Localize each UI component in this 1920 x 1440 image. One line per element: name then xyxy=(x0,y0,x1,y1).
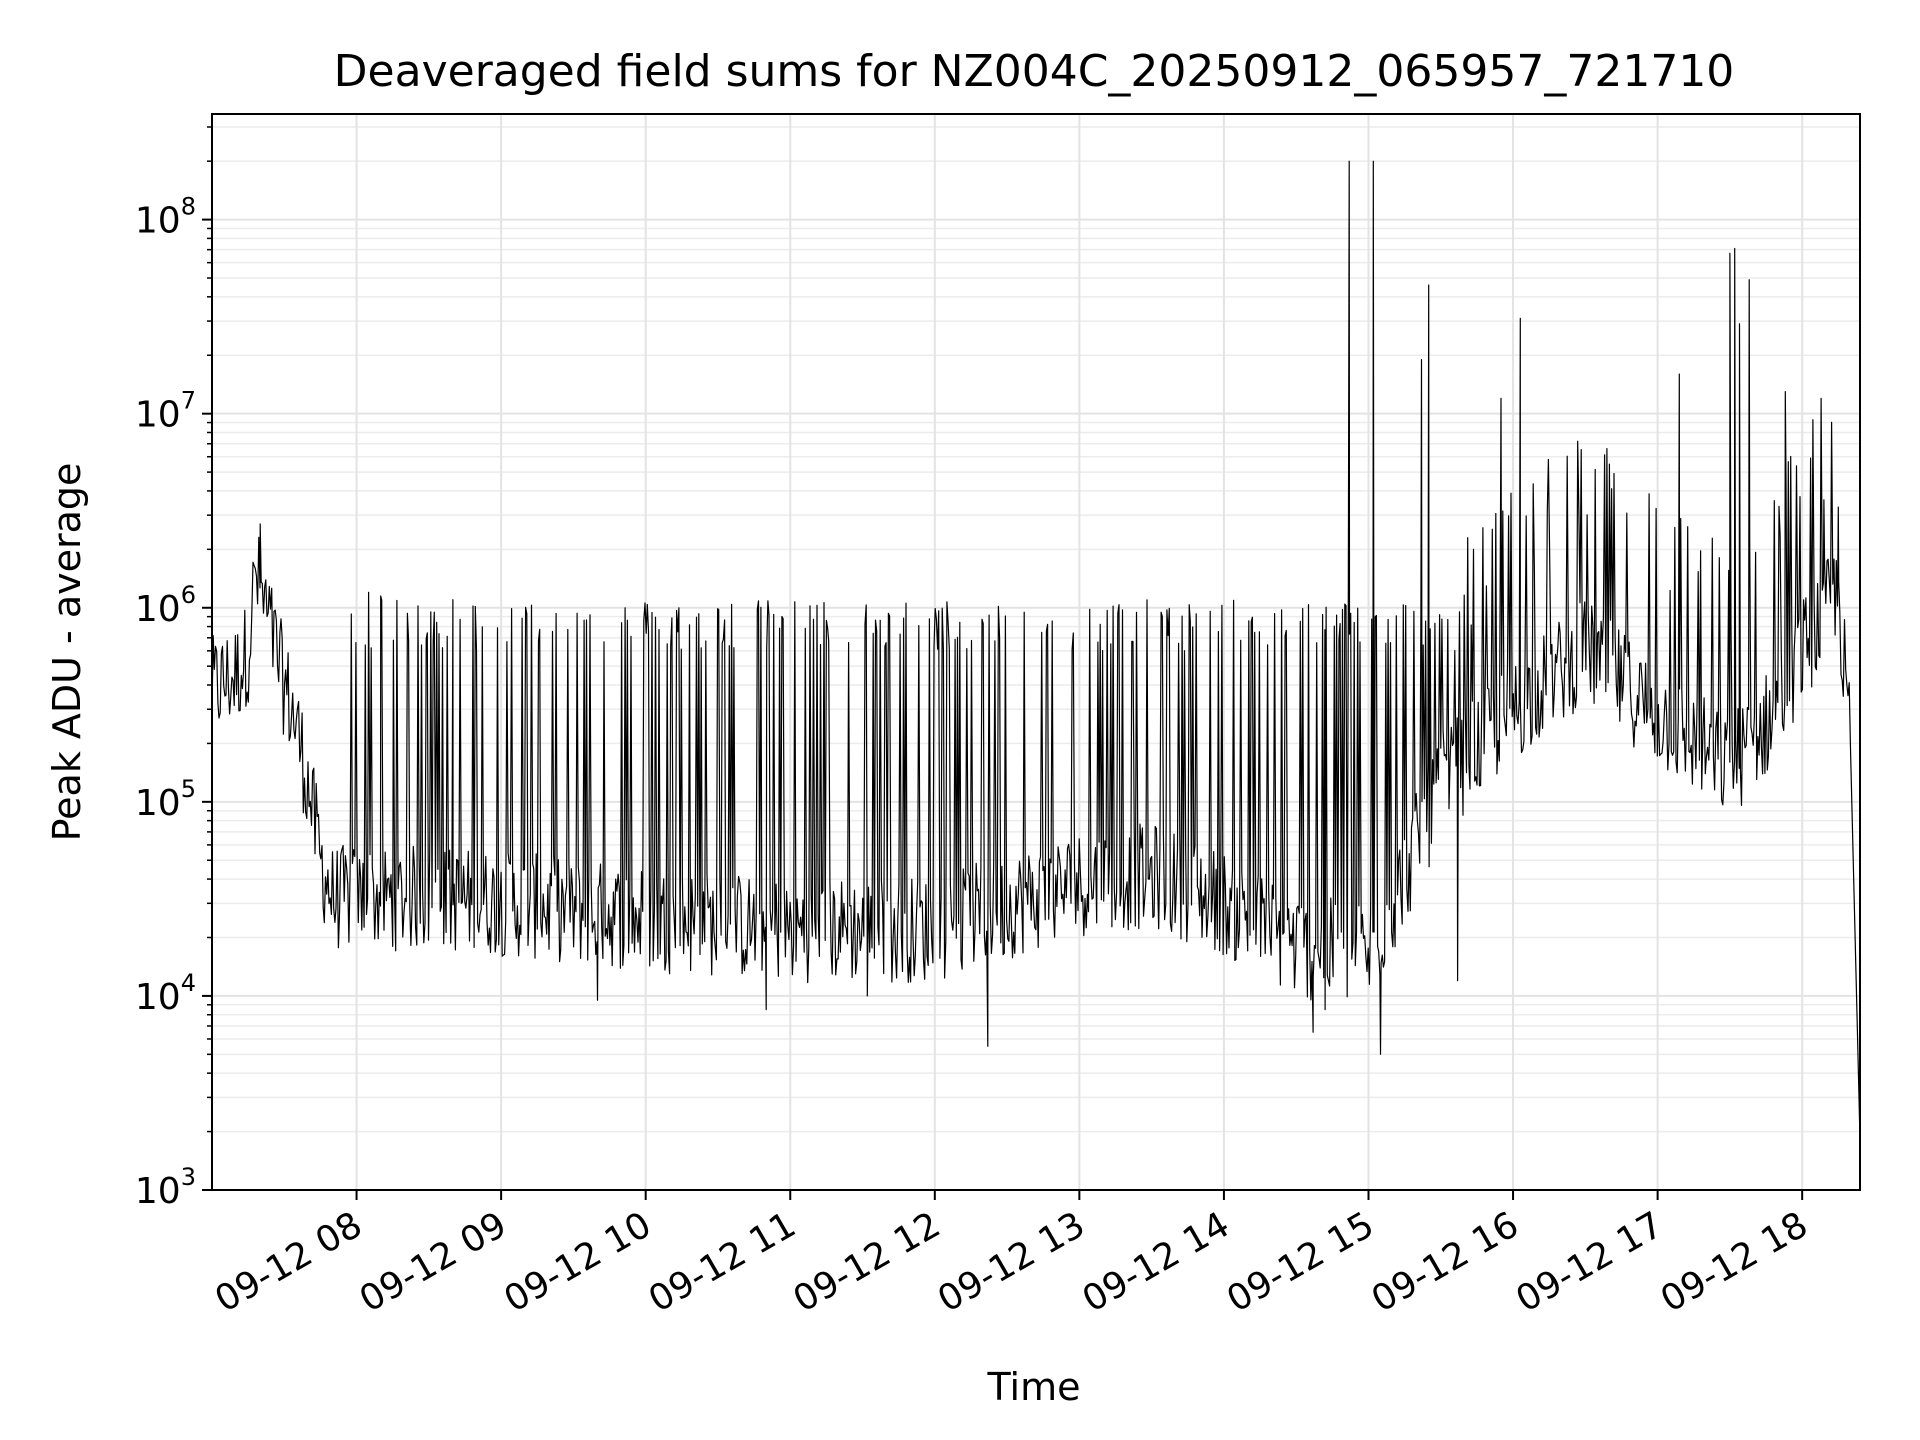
plot-frame xyxy=(211,113,1861,1191)
y-axis-label: Peak ADU - average xyxy=(45,463,89,842)
chart-title: Deaveraged field sums for NZ004C_2025091… xyxy=(334,46,1735,97)
y-tick-label: 103 xyxy=(135,1163,196,1212)
x-axis-label: Time xyxy=(987,1365,1081,1409)
y-axis: 103 104 105 106 107 108 xyxy=(135,126,212,1212)
grid xyxy=(212,114,1860,1191)
y-tick-label: 108 xyxy=(135,193,196,242)
y-tick-label: 107 xyxy=(135,387,196,436)
y-tick-label: 106 xyxy=(135,581,196,630)
plot-area xyxy=(211,160,1861,1141)
y-tick-label: 104 xyxy=(135,969,196,1018)
y-tick-label: 105 xyxy=(135,775,196,824)
series-line xyxy=(211,160,1861,1141)
